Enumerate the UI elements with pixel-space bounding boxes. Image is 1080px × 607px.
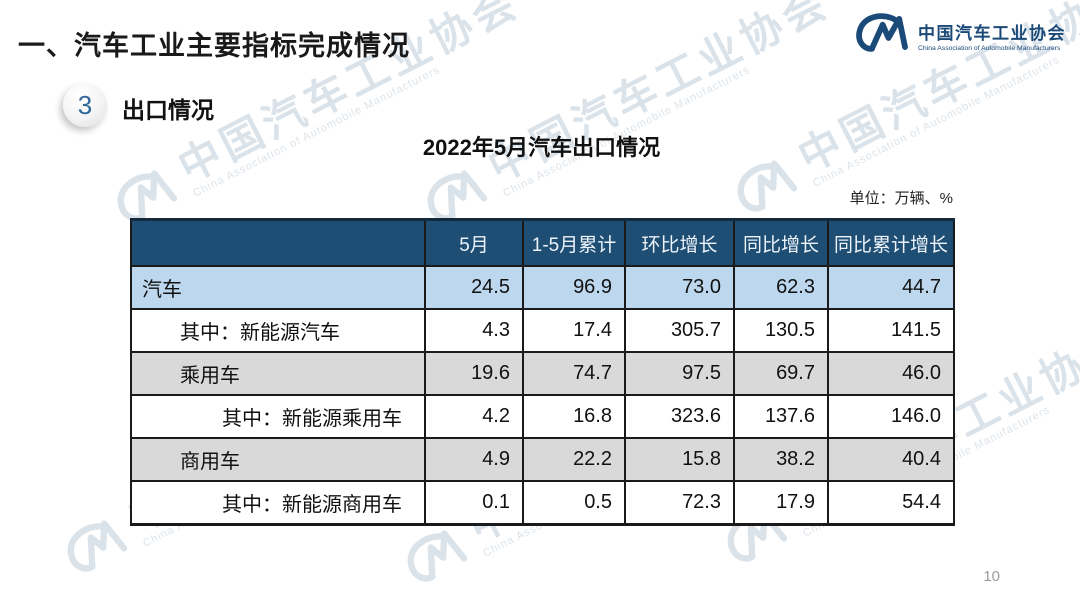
org-name-en: China Association of Automobile Manufact… — [918, 45, 1061, 52]
row-label: 商用车 — [130, 437, 426, 482]
cell-value: 22.2 — [522, 437, 626, 482]
table-row: 其中：新能源汽车 4.3 17.4 305.7 130.5 141.5 — [130, 308, 955, 353]
cell-value: 24.5 — [424, 265, 524, 310]
column-header: 同比累计增长 — [827, 218, 955, 267]
watermark-subtext: China Association of Automobile Manufact… — [501, 63, 753, 200]
cm-logo-icon — [852, 12, 910, 59]
cell-value: 44.7 — [827, 265, 955, 310]
table-row: 其中：新能源乘用车 4.2 16.8 323.6 137.6 146.0 — [130, 394, 955, 439]
cell-value: 0.5 — [522, 480, 626, 526]
page-number: 10 — [983, 568, 1000, 585]
table-header-row: 5月 1-5月累计 环比增长 同比增长 同比累计增长 — [130, 218, 955, 267]
cell-value: 17.9 — [733, 480, 829, 526]
cell-value: 40.4 — [827, 437, 955, 482]
cell-value: 141.5 — [827, 308, 955, 353]
row-label: 乘用车 — [130, 351, 426, 396]
slide-title: 一、汽车工业主要指标完成情况 — [18, 31, 410, 61]
cell-value: 146.0 — [827, 394, 955, 439]
cell-value: 38.2 — [733, 437, 829, 482]
table-row: 汽车 24.5 96.9 73.0 62.3 44.7 — [130, 265, 955, 310]
section-badge-number: 3 — [77, 89, 93, 120]
cell-value: 4.2 — [424, 394, 524, 439]
cell-value: 305.7 — [624, 308, 735, 353]
section-label: 出口情况 — [122, 97, 214, 123]
cm-logo-watermark-icon — [394, 521, 472, 591]
org-logo: 中国汽车工业协会 China Association of Automobile… — [852, 12, 1066, 59]
cell-value: 69.7 — [733, 351, 829, 396]
cell-value: 54.4 — [827, 480, 955, 526]
cell-value: 96.9 — [522, 265, 626, 310]
cell-value: 19.6 — [424, 351, 524, 396]
column-header: 1-5月累计 — [522, 218, 626, 267]
table-row: 其中：新能源商用车 0.1 0.5 72.3 17.9 54.4 — [130, 480, 955, 526]
cell-value: 137.6 — [733, 394, 829, 439]
cell-value: 73.0 — [624, 265, 735, 310]
cell-value: 17.4 — [522, 308, 626, 353]
cm-logo-watermark-icon — [54, 511, 132, 581]
cell-value: 4.3 — [424, 308, 524, 353]
unit-label: 单位：万辆、% — [849, 190, 953, 207]
row-label: 其中：新能源乘用车 — [130, 394, 426, 439]
section-badge: 3 — [63, 83, 107, 127]
table-row: 乘用车 19.6 74.7 97.5 69.7 46.0 — [130, 351, 955, 396]
table-body: 汽车 24.5 96.9 73.0 62.3 44.7 其中：新能源汽车 4.3 17.4 305… — [130, 265, 955, 526]
cell-value: 97.5 — [624, 351, 735, 396]
corner-header — [130, 218, 426, 267]
cell-value: 4.9 — [424, 437, 524, 482]
row-label: 其中：新能源商用车 — [130, 480, 426, 526]
column-header: 环比增长 — [624, 218, 735, 267]
table-header: 5月 1-5月累计 环比增长 同比增长 同比累计增长 — [130, 218, 955, 267]
cell-value: 62.3 — [733, 265, 829, 310]
export-table: 5月 1-5月累计 环比增长 同比增长 同比累计增长 汽车 24.5 96.9 73.0 62.… — [130, 218, 955, 526]
cell-value: 130.5 — [733, 308, 829, 353]
row-label: 汽车 — [130, 265, 426, 310]
cell-value: 74.7 — [522, 351, 626, 396]
cell-value: 46.0 — [827, 351, 955, 396]
table-row: 商用车 4.9 22.2 15.8 38.2 40.4 — [130, 437, 955, 482]
org-name-cn: 中国汽车工业协会 — [918, 24, 1066, 43]
cell-value: 0.1 — [424, 480, 524, 526]
cell-value: 323.6 — [624, 394, 735, 439]
cell-value: 72.3 — [624, 480, 735, 526]
column-header: 5月 — [424, 218, 524, 267]
column-header: 同比增长 — [733, 218, 829, 267]
cell-value: 16.8 — [522, 394, 626, 439]
table-title: 2022年5月汽车出口情况 — [422, 135, 661, 160]
cell-value: 15.8 — [624, 437, 735, 482]
row-label: 其中：新能源汽车 — [130, 308, 426, 353]
